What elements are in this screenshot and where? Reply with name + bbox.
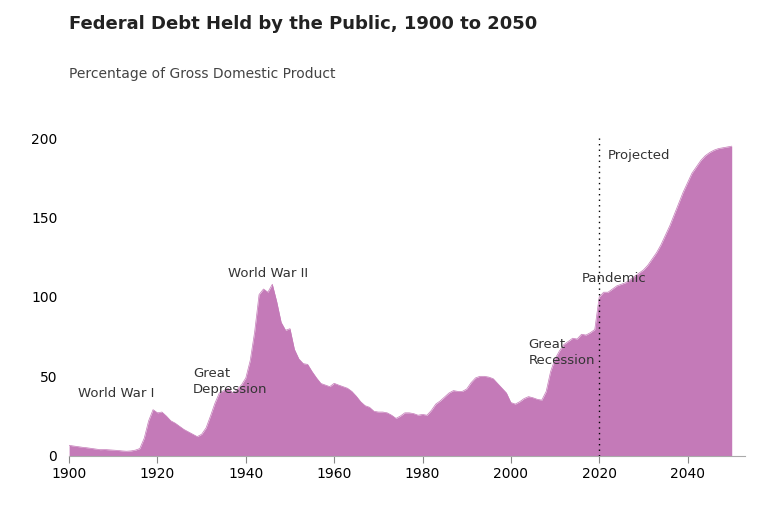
Text: Percentage of Gross Domestic Product: Percentage of Gross Domestic Product: [69, 67, 336, 80]
Text: Projected: Projected: [608, 150, 670, 162]
Text: World War II: World War II: [228, 267, 308, 280]
Text: Great
Depression: Great Depression: [193, 367, 267, 396]
Text: World War I: World War I: [78, 388, 154, 400]
Text: Federal Debt Held by the Public, 1900 to 2050: Federal Debt Held by the Public, 1900 to…: [69, 15, 538, 33]
Text: Great
Recession: Great Recession: [528, 338, 595, 367]
Text: Pandemic: Pandemic: [581, 271, 646, 285]
